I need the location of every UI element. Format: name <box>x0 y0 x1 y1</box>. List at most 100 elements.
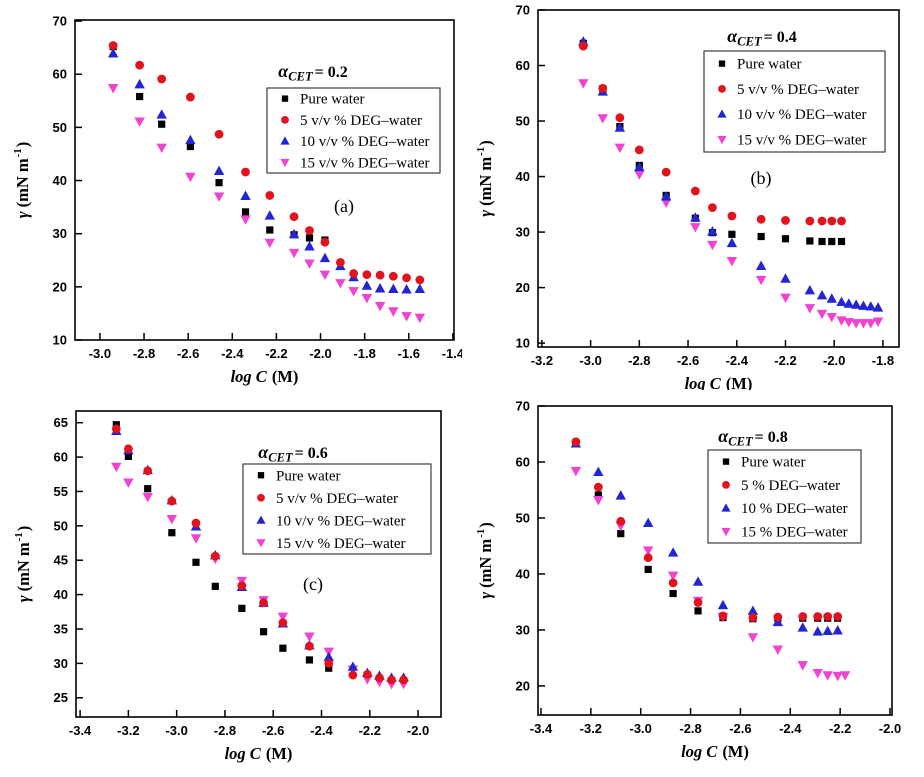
y-axis: 20 30 40 50 60 70 <box>516 399 545 693</box>
circle-marker <box>135 60 145 70</box>
triangle-down-marker <box>707 240 718 251</box>
legend-box <box>703 50 886 153</box>
circle-marker <box>798 612 808 621</box>
x-tick-label: -3.4 <box>69 723 92 738</box>
triangle-up-marker <box>747 605 759 615</box>
circle-marker <box>616 516 626 526</box>
triangle-down-marker <box>240 215 251 225</box>
legend-triangle-up-marker <box>256 515 266 524</box>
circle-marker <box>817 216 827 226</box>
legend-triangle-up-marker <box>717 109 727 118</box>
triangle-down-marker <box>304 632 315 642</box>
square-marker <box>168 529 176 537</box>
x-tick-label: -2.0 <box>879 721 901 736</box>
circle-marker <box>781 216 790 225</box>
triangle-down-marker <box>401 312 412 322</box>
circle-marker <box>661 167 671 177</box>
triangle-down-marker <box>872 317 884 327</box>
legend-box <box>707 449 862 544</box>
series-deg5 <box>108 41 425 285</box>
square-marker <box>594 491 602 499</box>
y-axis: 10 20 30 40 50 60 70 <box>53 14 82 348</box>
triangle-up-marker <box>755 260 767 270</box>
triangle-down-marker <box>578 79 589 89</box>
legend-entry-label: 5 v/v % DEG–water <box>300 113 422 129</box>
triangle-down-marker <box>747 633 759 643</box>
triangle-down-marker <box>134 117 145 127</box>
triangle-down-marker <box>690 223 701 233</box>
legend-entry-label: Pure water <box>300 92 365 108</box>
x-axis: -3.0 -2.8 -2.6 -2.4 -2.2 -2.0 -1.8 -1.6 -1.4 <box>89 333 462 361</box>
circle-marker <box>727 211 737 221</box>
plot-frame <box>537 405 893 716</box>
triangle-up-marker <box>667 547 679 557</box>
triangle-up-marker <box>816 289 828 300</box>
series-deg5 <box>111 424 408 685</box>
circle-marker <box>571 437 581 447</box>
triangle-down-marker <box>304 259 315 269</box>
panel-b: -3.2 -3.0 -2.8 -2.6 -2.4 -2.2 -2.0 -1.8 10 20 30 40… <box>462 0 924 390</box>
triangle-up-marker <box>185 134 196 145</box>
y-tick-label: 10 <box>516 336 530 351</box>
triangle-up-marker <box>319 252 331 263</box>
triangle-down-marker <box>288 248 300 259</box>
triangle-down-marker <box>166 514 178 525</box>
y-axis-title: γ(mN m-1) <box>13 526 33 603</box>
triangle-up-marker <box>858 300 869 310</box>
panel-b-chart: -3.2 -3.0 -2.8 -2.6 -2.4 -2.2 -2.0 -1.8 10 20 30 40… <box>475 3 900 390</box>
y-tick-label: 60 <box>516 58 530 73</box>
x-tick-label: -2.4 <box>221 346 244 361</box>
circle-marker <box>237 581 247 591</box>
x-tick-label: -1.8 <box>353 346 375 361</box>
triangle-up-marker <box>660 191 672 201</box>
square-marker <box>186 142 194 151</box>
triangle-down-marker <box>123 478 134 488</box>
square-marker <box>325 664 333 672</box>
y-axis: 10 20 30 40 50 60 70 <box>516 3 545 351</box>
circle-marker <box>833 612 843 621</box>
circle-marker <box>402 273 411 283</box>
triangle-up-marker <box>213 165 225 175</box>
legend-triangle-up-marker <box>721 503 731 512</box>
panel-title: αCET = 0.8 <box>718 426 787 449</box>
triangle-down-marker <box>772 645 784 655</box>
triangle-up-marker <box>388 283 399 293</box>
legend-circle-marker <box>257 493 265 502</box>
x-tick-label: -2.2 <box>265 346 287 361</box>
y-axis-title: γ(mN m-1) <box>12 142 32 219</box>
triangle-down-marker <box>614 143 626 154</box>
triangle-up-marker <box>134 78 145 89</box>
y-tick-label: 50 <box>53 120 67 135</box>
x-tick-label: -2.6 <box>729 721 751 736</box>
triangle-down-marker <box>156 143 167 153</box>
square-marker <box>241 208 250 216</box>
circle-marker <box>593 482 603 492</box>
circle-marker <box>598 83 608 93</box>
y-tick-label: 30 <box>54 656 68 671</box>
legend-entry-label: 10 v/v % DEG–water <box>276 513 406 529</box>
square-marker <box>757 232 765 241</box>
triangle-down-marker <box>142 492 153 503</box>
triangle-down-marker <box>388 307 399 317</box>
triangle-up-marker <box>642 517 654 527</box>
series-deg10 <box>107 48 426 294</box>
y-tick-label: 70 <box>53 14 67 29</box>
x-tick-label: -3.0 <box>579 353 601 368</box>
legend-entry-label: 5 v/v % DEG–water <box>737 82 859 98</box>
circle-marker <box>813 612 823 621</box>
triangle-up-marker <box>717 599 729 610</box>
legend-entry-label: 15 v/v % DEG–water <box>737 132 867 148</box>
triangle-up-marker <box>264 210 275 220</box>
triangle-down-marker <box>185 172 196 183</box>
square-marker <box>828 237 836 246</box>
circle-marker <box>643 553 653 563</box>
triangle-up-marker <box>634 161 645 172</box>
legend: Pure water 5 v/v % DEG–water 10 v/v % DEG–… <box>703 50 886 153</box>
legend-box <box>242 463 432 555</box>
legend-entry-label: 5 % DEG–water <box>741 478 840 494</box>
triangle-down-marker <box>858 319 869 329</box>
circle-marker <box>305 641 314 651</box>
series-deg10 <box>578 36 884 312</box>
circle-marker <box>690 186 700 196</box>
triangle-up-marker <box>107 48 119 58</box>
